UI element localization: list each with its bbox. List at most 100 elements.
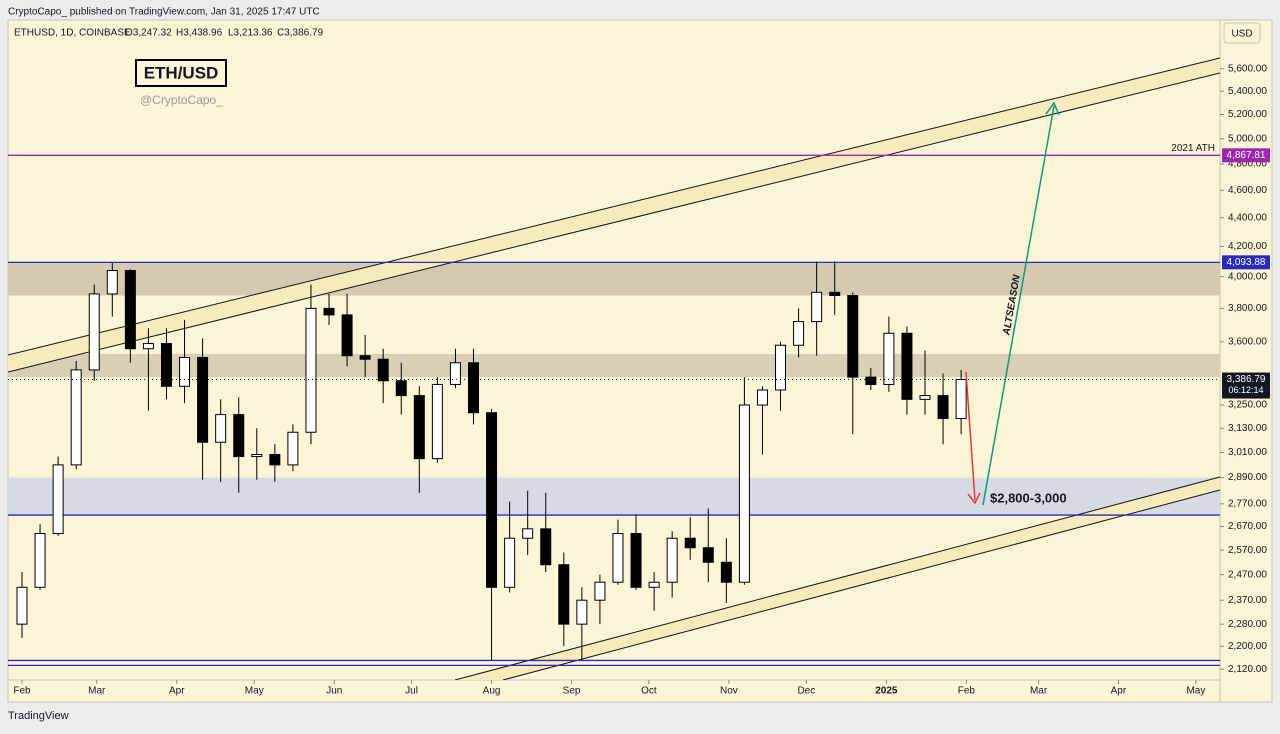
x-tick-label: Aug	[483, 686, 501, 697]
candle-body	[630, 533, 642, 588]
candle-body	[323, 307, 335, 316]
y-tick-label: 5,400.00	[1228, 86, 1267, 97]
candle-body	[359, 355, 371, 360]
y-tick-label: 5,200.00	[1228, 109, 1267, 120]
candle-body	[341, 314, 353, 357]
y-tick-label: 5,000.00	[1228, 133, 1267, 144]
candle-body	[775, 344, 787, 391]
last-price-label: 3,386.79	[1227, 374, 1266, 385]
channel-line	[502, 489, 1220, 680]
x-tick-label: May	[245, 686, 264, 697]
x-tick-label: Feb	[13, 686, 31, 697]
y-tick-label: 4,600.00	[1228, 185, 1267, 196]
legend-close: C3,386.79	[277, 28, 324, 39]
candle-body	[124, 270, 136, 350]
y-tick-label: 4,400.00	[1228, 212, 1267, 223]
candle-body	[468, 362, 479, 414]
y-tick-label: 2,470.00	[1228, 569, 1267, 580]
candle-body	[377, 358, 389, 382]
candle-body	[233, 414, 245, 458]
candle-body	[160, 343, 172, 387]
legend-low: L3,213.36	[228, 28, 273, 39]
y-tick-label: 2,890.00	[1228, 472, 1267, 483]
x-tick-label: May	[1186, 686, 1205, 697]
published-note: CryptoCapo_ published on TradingView.com…	[8, 7, 320, 18]
candle-body	[937, 395, 949, 419]
candle-body	[702, 547, 714, 563]
candle-body	[955, 379, 967, 419]
candle-body	[919, 395, 931, 400]
y-tick-label: 2,670.00	[1228, 521, 1267, 532]
up-arrow	[982, 105, 1055, 506]
level-name: 2021 ATH	[1171, 143, 1215, 154]
level-price-label: 4,093.88	[1227, 257, 1266, 268]
legend-symbol: ETHUSD, 1D, COINBASE	[14, 28, 131, 39]
candle-body	[666, 537, 678, 583]
candle-body	[883, 332, 895, 385]
y-tick-label: 2,770.00	[1228, 498, 1267, 509]
y-tick-label: 2,370.00	[1228, 595, 1267, 606]
candle-body	[829, 291, 841, 297]
y-tick-label: 3,010.00	[1228, 447, 1267, 458]
channel-line	[8, 57, 1220, 356]
candle-body	[215, 414, 227, 443]
candle-body	[88, 293, 100, 371]
y-tick-label: 3,800.00	[1228, 303, 1267, 314]
candle-body	[486, 412, 498, 588]
up-arrow-head	[1045, 101, 1060, 116]
y-tick-label: 2,200.00	[1228, 641, 1267, 652]
channel-line	[454, 476, 1220, 680]
down-arrow-head	[967, 492, 981, 505]
candle-body	[395, 380, 407, 397]
candle-body	[793, 321, 805, 346]
y-tick-label: 3,600.00	[1228, 336, 1267, 347]
y-tick-label: 4,800.00	[1228, 159, 1267, 170]
legend-high: H3,438.96	[176, 28, 223, 39]
candle-body	[269, 454, 281, 466]
candle-body	[70, 369, 82, 466]
x-tick-label: Feb	[958, 686, 976, 697]
candle-body	[576, 599, 588, 625]
x-tick-label: Apr	[1111, 686, 1127, 697]
candle-body	[449, 362, 461, 385]
candle-body	[684, 537, 696, 549]
candle-body	[847, 295, 859, 378]
candle-body	[648, 581, 660, 588]
candle-body	[901, 332, 913, 400]
candle-body	[52, 464, 64, 535]
candle-body	[34, 533, 46, 588]
x-tick-label: Mar	[88, 686, 106, 697]
candle-body	[251, 454, 263, 458]
chart-subtitle: @CryptoCapo_	[140, 93, 223, 107]
channel-line	[8, 72, 1220, 373]
x-tick-label: Apr	[169, 686, 185, 697]
title-box	[135, 59, 227, 87]
x-tick-label: Sep	[563, 686, 581, 697]
candle-body	[865, 376, 877, 385]
candle-body	[287, 431, 299, 466]
candle-body	[16, 586, 28, 625]
candle-body	[594, 581, 606, 601]
x-tick-label: Oct	[641, 686, 657, 697]
target-zone-label: $2,800-3,000	[990, 490, 1067, 505]
y-tick-label: 2,120.00	[1228, 664, 1267, 675]
chart-title: ETH/USD	[144, 63, 219, 82]
candle-body	[142, 343, 154, 350]
brand: TradingView	[8, 710, 69, 722]
legend-open: O3,247.32	[125, 28, 172, 39]
candle-body	[738, 404, 750, 583]
y-tick-label: 2,570.00	[1228, 545, 1267, 556]
currency-box[interactable]	[1223, 22, 1261, 44]
y-tick-label: 3,130.00	[1228, 423, 1267, 434]
candle-body	[197, 356, 209, 443]
candle-body	[540, 528, 552, 566]
x-tick-label: 2025	[875, 686, 898, 697]
y-tick-label: 4,200.00	[1228, 241, 1267, 252]
candle-body	[612, 533, 624, 583]
candle-body	[413, 395, 425, 460]
x-tick-label: Mar	[1030, 686, 1048, 697]
x-tick-label: Jun	[326, 686, 342, 697]
price-zone	[8, 477, 1220, 516]
